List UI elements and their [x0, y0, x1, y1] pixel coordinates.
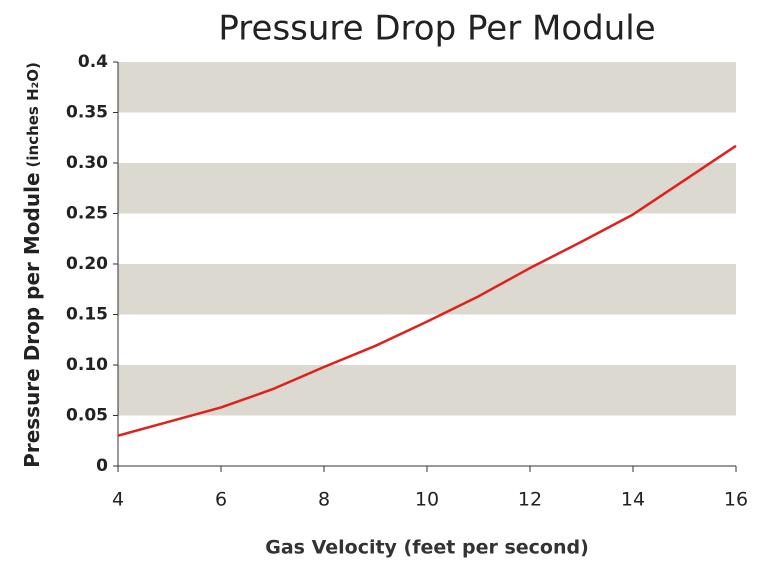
x-tick-label: 14 — [621, 489, 645, 511]
y-tick-label: 0.15 — [66, 305, 108, 325]
line-series — [117, 144, 737, 437]
x-tick-label: 8 — [318, 489, 330, 511]
y-tick-label: 0.05 — [66, 406, 108, 426]
y-tick-label: 0.4 — [78, 52, 108, 72]
y-tick-label: 0.35 — [66, 103, 108, 123]
y-tick-label: 0.30 — [66, 153, 108, 173]
grid-band — [118, 163, 736, 214]
x-tick-label: 16 — [724, 489, 748, 511]
grid-band — [118, 62, 736, 113]
y-tick-label: 0 — [96, 456, 108, 476]
x-tick-label: 12 — [518, 489, 542, 511]
x-axis-label: Gas Velocity (feet per second) — [265, 537, 589, 559]
x-tick-label: 6 — [215, 489, 227, 511]
y-tick-label: 0.10 — [66, 355, 108, 375]
grid-band — [118, 365, 736, 416]
y-tick-label: 0.20 — [66, 254, 108, 274]
y-tick-label: 0.25 — [66, 204, 108, 224]
y-axis-label-main: Pressure Drop per Module — [20, 172, 44, 467]
y-axis-label-unit: (inches H₂O) — [24, 62, 42, 167]
chart-title: Pressure Drop Per Module — [218, 9, 655, 49]
x-tick-label: 10 — [415, 489, 439, 511]
x-tick-label: 4 — [112, 489, 124, 511]
grid-band — [118, 264, 736, 315]
y-axis-label: Pressure Drop per Module (inches H₂O) — [20, 62, 44, 468]
